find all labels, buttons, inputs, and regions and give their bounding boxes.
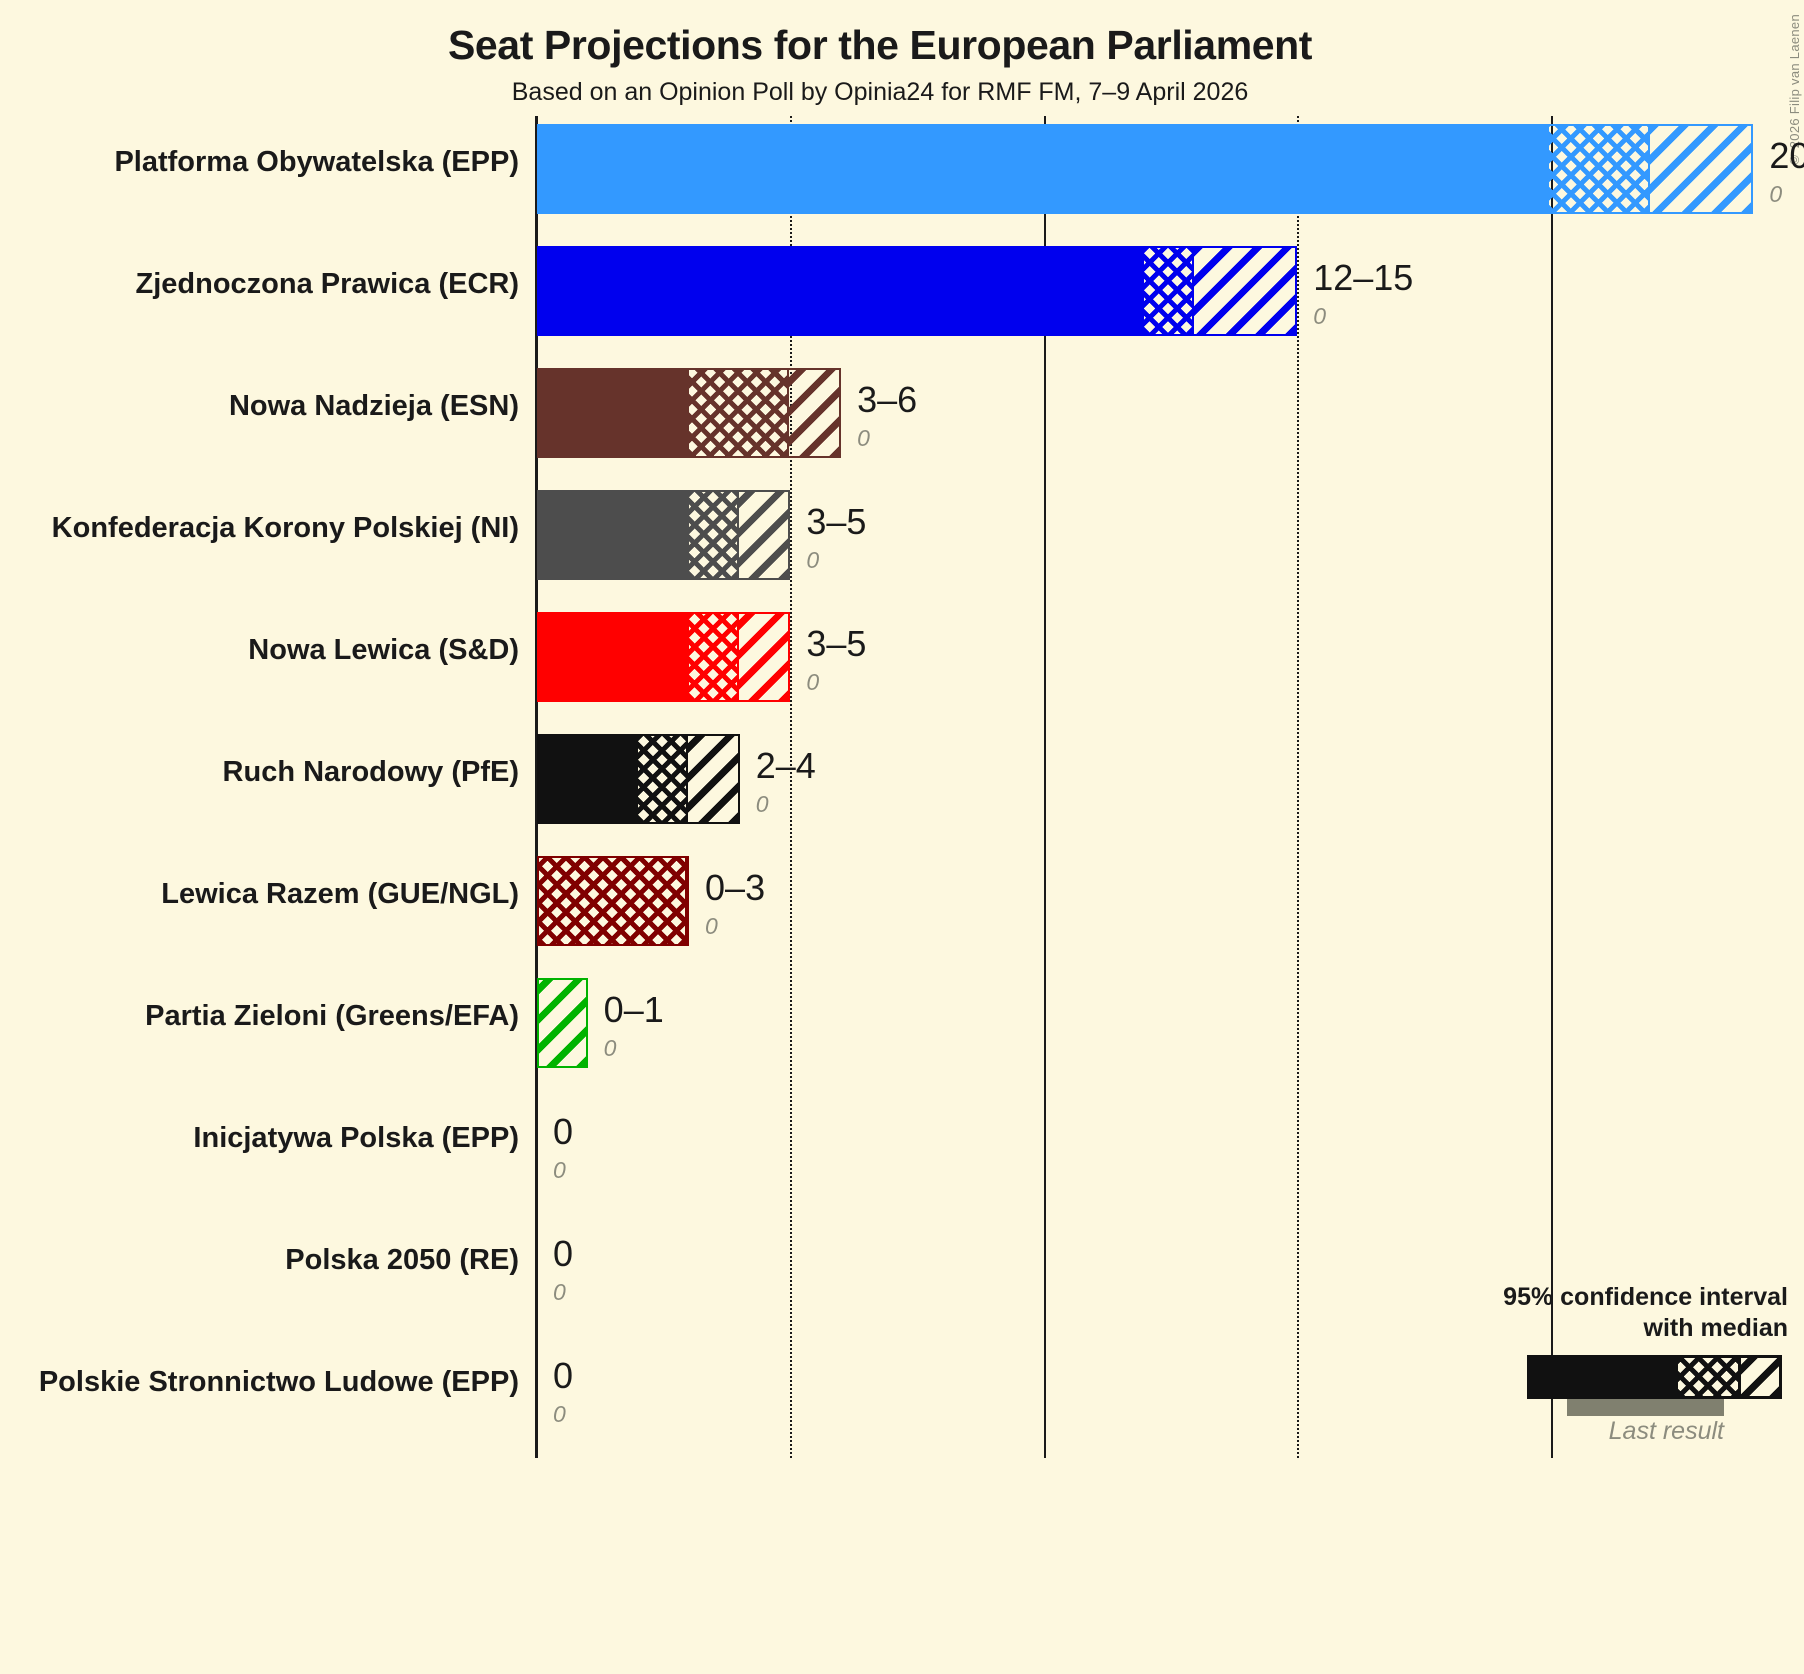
bar bbox=[537, 734, 740, 824]
bar-row: Nowa Nadzieja (ESN) 3–6 0 bbox=[229, 368, 1804, 458]
bar bbox=[537, 612, 791, 702]
bar-segment-solid bbox=[539, 248, 1144, 334]
gridline-15 bbox=[1297, 116, 1300, 1458]
bar-value-label: 3–5 bbox=[806, 623, 867, 664]
bar-segment-median-crosshatch bbox=[688, 614, 739, 700]
bar-value-label: 0–3 bbox=[705, 867, 766, 908]
bar-row: Konfederacja Korony Polskiej (NI) 3–5 0 bbox=[52, 490, 1804, 580]
bar-row-label: Polskie Stronnictwo Ludowe (EPP) bbox=[38, 1366, 519, 1398]
bar-last-result-label: 0 bbox=[806, 547, 820, 573]
bar-row: Polskie Stronnictwo Ludowe (EPP) 0 0 bbox=[39, 1344, 1804, 1434]
legend-sample-bar bbox=[1527, 1355, 1782, 1399]
bar-segment-solid bbox=[539, 614, 689, 700]
legend-segment-solid bbox=[1530, 1358, 1678, 1396]
gridline-20 bbox=[1550, 116, 1553, 1458]
bar-row-label: Nowa Nadzieja (ESN) bbox=[228, 390, 519, 422]
y-axis-line bbox=[535, 116, 538, 1458]
bar-segment-median-crosshatch bbox=[689, 370, 790, 456]
bar-last-result-label: 0 bbox=[705, 913, 718, 939]
bar-row-label: Nowa Lewica (S&D) bbox=[248, 634, 519, 666]
bar-row-label: Platforma Obywatelska (EPP) bbox=[114, 146, 519, 178]
bar-value-label: 0–1 bbox=[603, 989, 664, 1030]
bar-segment-median-crosshatch bbox=[638, 736, 689, 822]
bar-last-result-label: 0 bbox=[1313, 303, 1326, 329]
bar-row: Inicjatywa Polska (EPP) 0 0 bbox=[193, 1100, 1804, 1190]
bar-value-label: 0 bbox=[553, 1111, 574, 1152]
bar-row-label: Polska 2050 (RE) bbox=[285, 1244, 519, 1276]
gridline-5 bbox=[790, 116, 793, 1458]
bar-row: Partia Zieloni (Greens/EFA) 0–1 0 bbox=[145, 978, 1804, 1068]
bar-row-label: Ruch Narodowy (PfE) bbox=[222, 756, 519, 788]
bar-segment-solid bbox=[539, 370, 690, 456]
bar-row-label: Konfederacja Korony Polskiej (NI) bbox=[51, 512, 519, 544]
bar bbox=[537, 490, 791, 580]
bar-row: Nowa Lewica (S&D) 3–5 0 bbox=[248, 612, 1804, 702]
bar-row: Polska 2050 (RE) 0 0 bbox=[285, 1222, 1804, 1312]
bar-segment-solid bbox=[539, 492, 689, 578]
bar-row-label: Inicjatywa Polska (EPP) bbox=[193, 1122, 519, 1154]
bar-last-result-label: 0 bbox=[755, 791, 769, 817]
bar-segment-upper-hatch bbox=[738, 492, 789, 578]
bar-value-label: 12–15 bbox=[1313, 257, 1414, 298]
bar bbox=[537, 368, 842, 458]
bar-value-label: 20–24 bbox=[1769, 135, 1804, 176]
bar-segment-median-crosshatch bbox=[1549, 126, 1651, 212]
chart-subtitle: Based on an Opinion Poll by Opinia24 for… bbox=[511, 78, 1249, 106]
legend-ci-line1: 95% confidence interval bbox=[1503, 1283, 1788, 1311]
bar-value-label: 3–6 bbox=[857, 379, 918, 420]
bar-segment-upper-hatch bbox=[539, 980, 586, 1066]
bar bbox=[537, 978, 588, 1068]
gridline-10 bbox=[1043, 116, 1046, 1458]
legend-ci-line2: with median bbox=[1643, 1314, 1788, 1342]
bar-segment-upper-hatch bbox=[789, 370, 840, 456]
legend-last-result-label: Last result bbox=[1608, 1417, 1724, 1445]
legend-last-result-bar bbox=[1567, 1399, 1724, 1416]
bar bbox=[537, 246, 1298, 336]
bar-last-result-label: 0 bbox=[553, 1279, 566, 1305]
bar bbox=[537, 856, 690, 946]
bar-segment-upper-hatch bbox=[688, 736, 738, 822]
bar-row-label: Partia Zieloni (Greens/EFA) bbox=[145, 1000, 519, 1032]
bar-segment-median-crosshatch bbox=[688, 492, 739, 578]
bar-value-label: 2–4 bbox=[755, 745, 816, 786]
bar-row-label: Zjednoczona Prawica (ECR) bbox=[135, 268, 519, 300]
bar-last-result-label: 0 bbox=[553, 1157, 566, 1183]
bar-segment-median-crosshatch bbox=[539, 858, 688, 944]
bar-last-result-label: 0 bbox=[603, 1035, 617, 1061]
bar-last-result-label: 0 bbox=[806, 669, 820, 695]
bar-row: Zjednoczona Prawica (ECR) 12–15 0 bbox=[135, 246, 1804, 336]
bar-value-label: 3–5 bbox=[806, 501, 867, 542]
bar-segment-median-crosshatch bbox=[1143, 248, 1195, 334]
bar-segment-upper-hatch bbox=[1194, 248, 1296, 334]
bar-row: Lewica Razem (GUE/NGL) 0–3 0 bbox=[161, 856, 1804, 946]
legend-segment-hatch bbox=[1741, 1358, 1779, 1396]
bar-segment-solid bbox=[539, 126, 1550, 212]
bar-last-result-label: 0 bbox=[857, 425, 870, 451]
bar-segment-upper-hatch bbox=[738, 614, 789, 700]
bar-last-result-label: 0 bbox=[553, 1401, 566, 1427]
bar-row: Platforma Obywatelska (EPP) 20–24 0 bbox=[114, 124, 1804, 214]
bar-row-label: Lewica Razem (GUE/NGL) bbox=[161, 878, 519, 910]
legend-sample-wrap: Last result bbox=[1280, 1355, 1788, 1445]
bar bbox=[537, 124, 1754, 214]
bar-last-result-label: 0 bbox=[1769, 181, 1783, 207]
page-title: Seat Projections for the European Parlia… bbox=[447, 22, 1313, 68]
bar-segment-upper-hatch bbox=[1650, 126, 1752, 212]
bar-value-label: 0 bbox=[553, 1355, 574, 1396]
bar-value-label: 0 bbox=[553, 1233, 574, 1274]
chart-legend: 95% confidence interval with median Last… bbox=[1280, 1282, 1788, 1445]
bar-segment-solid bbox=[539, 736, 639, 822]
bar-row: Ruch Narodowy (PfE) 2–4 0 bbox=[223, 734, 1804, 824]
legend-segment-crosshatch bbox=[1678, 1358, 1741, 1396]
chart-plot-area: Platforma Obywatelska (EPP)20–240Zjednoc… bbox=[39, 116, 1804, 1458]
